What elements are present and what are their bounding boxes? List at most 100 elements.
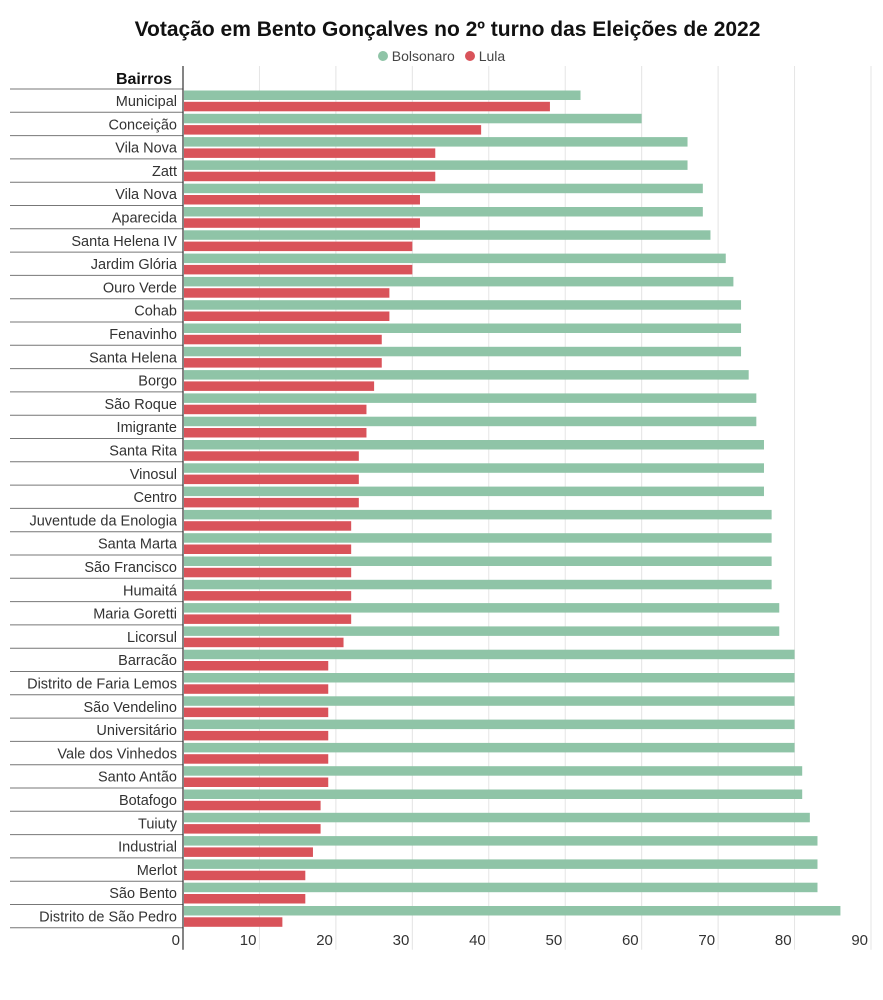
bar-bolsonaro[interactable] xyxy=(184,416,757,427)
category-label: Barracão xyxy=(118,653,177,669)
bar-lula[interactable] xyxy=(184,311,390,322)
legend-item-lula[interactable]: Lula xyxy=(464,48,506,64)
category-label: Jardim Glória xyxy=(91,257,178,273)
bar-lula[interactable] xyxy=(184,637,344,648)
x-tick-label: 80 xyxy=(775,932,792,949)
bar-bolsonaro[interactable] xyxy=(184,766,803,776)
bar-bolsonaro[interactable] xyxy=(184,113,642,124)
bar-lula[interactable] xyxy=(184,824,321,834)
bar-lula[interactable] xyxy=(184,171,436,182)
bar-lula[interactable] xyxy=(184,288,390,298)
category-label: Tuiuty xyxy=(138,816,178,832)
bar-bolsonaro[interactable] xyxy=(184,323,742,334)
bar-bolsonaro[interactable] xyxy=(184,346,742,357)
bar-bolsonaro[interactable] xyxy=(184,719,795,730)
bar-bolsonaro[interactable] xyxy=(184,90,581,101)
bar-bolsonaro[interactable] xyxy=(184,253,726,264)
bar-bolsonaro[interactable] xyxy=(184,649,795,660)
legend-label-lula: Lula xyxy=(478,48,506,64)
bar-lula[interactable] xyxy=(184,847,313,857)
bar-bolsonaro[interactable] xyxy=(184,906,841,916)
legend: Bolsonaro Lula xyxy=(0,48,883,64)
bar-lula[interactable] xyxy=(184,125,482,135)
bar-lula[interactable] xyxy=(184,800,321,811)
bar-bolsonaro[interactable] xyxy=(184,579,772,590)
bar-lula[interactable] xyxy=(184,428,367,438)
x-tick-label: 50 xyxy=(546,932,563,949)
bar-bolsonaro[interactable] xyxy=(184,370,749,380)
bar-lula[interactable] xyxy=(184,218,420,228)
bar-bolsonaro[interactable] xyxy=(184,486,764,497)
bar-bolsonaro[interactable] xyxy=(184,812,810,823)
bar-lula[interactable] xyxy=(184,544,352,555)
bar-lula[interactable] xyxy=(184,195,420,205)
x-tick-labels: 0 10 20 30 40 50 60 70 80 90 xyxy=(172,932,868,949)
category-label: Distrito de São Pedro xyxy=(39,910,177,926)
legend-dot-lula-icon xyxy=(464,51,475,61)
bar-bolsonaro[interactable] xyxy=(184,183,703,194)
bar-bolsonaro[interactable] xyxy=(184,440,764,450)
category-label: São Roque xyxy=(104,397,177,413)
bar-bolsonaro[interactable] xyxy=(184,463,764,473)
bar-lula[interactable] xyxy=(184,870,306,881)
bar-lula[interactable] xyxy=(184,521,352,531)
category-label: Vinosul xyxy=(130,467,177,483)
bar-bolsonaro[interactable] xyxy=(184,533,772,543)
bar-lula[interactable] xyxy=(184,754,329,764)
bar-bolsonaro[interactable] xyxy=(184,160,688,170)
bar-bolsonaro[interactable] xyxy=(184,789,803,800)
category-label: São Vendelino xyxy=(83,700,177,716)
bar-lula[interactable] xyxy=(184,661,329,671)
legend-dot-bolsonaro-icon xyxy=(377,51,388,61)
bar-lula[interactable] xyxy=(184,148,436,158)
bar-bolsonaro[interactable] xyxy=(184,603,780,613)
category-label: Santa Rita xyxy=(109,444,178,460)
category-label: Vila Nova xyxy=(115,187,178,203)
bar-bolsonaro[interactable] xyxy=(184,696,795,706)
category-label: Vale dos Vinhedos xyxy=(57,746,177,762)
category-label: Humaitá xyxy=(123,583,178,599)
bar-lula[interactable] xyxy=(184,614,352,624)
bar-bolsonaro[interactable] xyxy=(184,509,772,520)
bar-lula[interactable] xyxy=(184,264,413,275)
bar-lula[interactable] xyxy=(184,730,329,741)
legend-item-bolsonaro[interactable]: Bolsonaro xyxy=(377,48,455,64)
category-label: Distrito de Faria Lemos xyxy=(27,677,177,693)
bar-bolsonaro[interactable] xyxy=(184,673,795,683)
bar-lula[interactable] xyxy=(184,777,329,788)
bar-lula[interactable] xyxy=(184,334,382,345)
bar-bolsonaro[interactable] xyxy=(184,230,711,240)
category-label: Licorsul xyxy=(127,630,177,646)
bar-bolsonaro[interactable] xyxy=(184,626,780,636)
bar-bolsonaro[interactable] xyxy=(184,836,818,846)
bar-lula[interactable] xyxy=(184,381,375,391)
bar-lula[interactable] xyxy=(184,894,306,904)
bar-lula[interactable] xyxy=(184,101,550,112)
bar-lula[interactable] xyxy=(184,684,329,694)
bar-lula[interactable] xyxy=(184,451,359,461)
bar-lula[interactable] xyxy=(184,358,382,368)
bar-lula[interactable] xyxy=(184,404,367,415)
bar-lula[interactable] xyxy=(184,567,352,578)
bar-bolsonaro[interactable] xyxy=(184,859,818,869)
bar-lula[interactable] xyxy=(184,241,413,252)
bar-lula[interactable] xyxy=(184,917,283,927)
bar-bolsonaro[interactable] xyxy=(184,207,703,217)
bar-lula[interactable] xyxy=(184,707,329,718)
category-labels: Municipal Conceição Vila Nova Zatt Vila Nova… xyxy=(27,94,178,926)
bar-bolsonaro[interactable] xyxy=(184,137,688,147)
bar-lula[interactable] xyxy=(184,497,359,508)
category-label: Juventude da Enologia xyxy=(29,513,177,529)
category-label: Santo Antão xyxy=(98,770,177,786)
bar-lula[interactable] xyxy=(184,474,359,485)
category-label: Ouro Verde xyxy=(103,280,177,296)
bar-bolsonaro[interactable] xyxy=(184,393,757,403)
bar-bolsonaro[interactable] xyxy=(184,742,795,753)
bar-bolsonaro[interactable] xyxy=(184,882,818,893)
bar-bolsonaro[interactable] xyxy=(184,556,772,567)
bar-lula[interactable] xyxy=(184,591,352,601)
bar-bolsonaro[interactable] xyxy=(184,276,734,287)
category-label: Botafogo xyxy=(119,793,177,809)
bar-bolsonaro[interactable] xyxy=(184,300,742,310)
